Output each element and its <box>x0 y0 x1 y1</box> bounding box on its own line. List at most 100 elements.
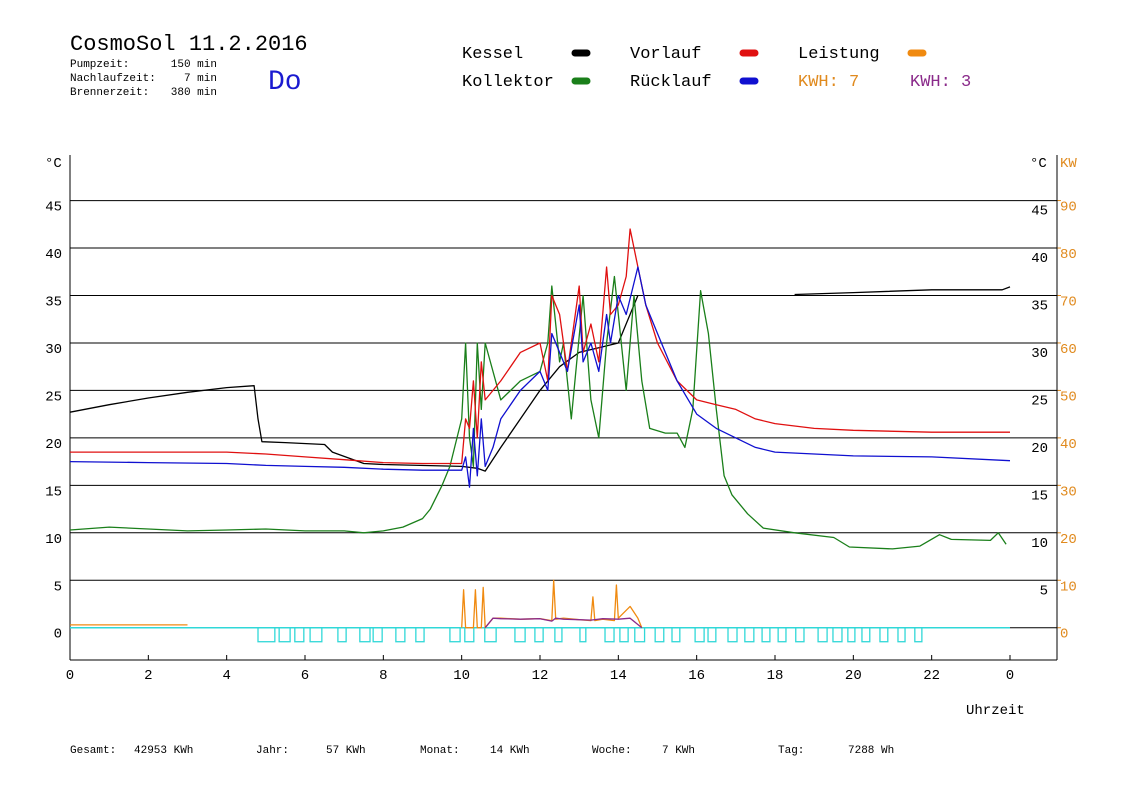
pump-interval <box>294 627 305 643</box>
x-tick-label: 0 <box>1006 668 1014 684</box>
pump-interval <box>484 627 497 643</box>
chart-title: CosmoSol 11.2.2016 <box>70 32 308 57</box>
pump-interval <box>914 627 923 643</box>
y-right-tick-label: 15 <box>1031 488 1048 504</box>
pump-interval <box>449 627 461 643</box>
y-right-tick-label: 5 <box>1040 583 1048 599</box>
pump-interval <box>257 627 276 643</box>
x-tick-label: 0 <box>66 668 74 684</box>
y-tick-label: 20 <box>45 437 62 453</box>
y2-tick-label: 0 <box>1060 627 1068 643</box>
legend-label: Leistung <box>798 45 880 64</box>
series-line <box>69 286 1011 472</box>
pump-interval <box>654 627 665 643</box>
y-right-tick-label: 25 <box>1031 393 1048 409</box>
footer-label: Woche: <box>592 745 632 757</box>
footer-value: 57 KWh <box>326 745 366 757</box>
pump-interval <box>604 627 615 643</box>
y2-tick-label: 90 <box>1060 200 1077 216</box>
y2-tick-label: 30 <box>1060 484 1077 500</box>
stat-label: Nachlaufzeit: <box>70 73 156 85</box>
y-label: °C <box>45 156 62 172</box>
pump-interval <box>514 627 526 643</box>
pump-interval <box>897 627 906 643</box>
pump-interval <box>879 627 889 643</box>
y2-tick-label: 60 <box>1060 342 1077 358</box>
pump-interval <box>395 627 406 643</box>
pump-interval <box>415 627 425 643</box>
y2-tick-label: 80 <box>1060 247 1077 263</box>
pump-interval <box>534 627 544 643</box>
y2-tick-label: 20 <box>1060 532 1077 548</box>
pump-interval <box>727 627 738 643</box>
pump-interval <box>309 627 323 643</box>
y2-tick-label: 50 <box>1060 389 1077 405</box>
x-tick-label: 20 <box>845 668 862 684</box>
y2-label: KW <box>1060 156 1077 172</box>
pump-interval <box>861 627 871 643</box>
y-tick-label: 35 <box>45 294 62 310</box>
footer-label: Jahr: <box>256 745 289 757</box>
x-tick-label: 6 <box>301 668 309 684</box>
pump-interval <box>817 627 828 643</box>
x-tick-label: 18 <box>767 668 784 684</box>
kwh-label: KWH: 7 <box>798 73 859 92</box>
kwh-label: KWH: 3 <box>910 73 971 92</box>
footer-label: Gesamt: <box>70 745 116 757</box>
y-tick-label: 5 <box>54 579 62 595</box>
y2-tick-label: 40 <box>1060 437 1077 453</box>
y-tick-label: 0 <box>54 627 62 643</box>
pump-interval <box>554 627 563 643</box>
y-tick-label: 10 <box>45 532 62 548</box>
legend-label: Kessel <box>462 45 523 64</box>
y-tick-label: 25 <box>45 389 62 405</box>
weekday: Do <box>268 67 302 98</box>
y-right-tick-label: 35 <box>1031 298 1048 314</box>
footer-label: Monat: <box>420 745 460 757</box>
pump-interval <box>744 627 755 643</box>
y-tick-label: 30 <box>45 342 62 358</box>
footer-value: 42953 KWh <box>134 745 193 757</box>
y-right-tick-label: 45 <box>1031 204 1048 220</box>
pump-interval <box>761 627 771 643</box>
pump-interval <box>579 627 587 643</box>
pump-interval <box>777 627 787 643</box>
x-tick-label: 12 <box>532 668 549 684</box>
pump-interval <box>619 627 629 643</box>
stat-value: 7 min <box>184 73 217 85</box>
y2-tick-label: 70 <box>1060 294 1077 310</box>
y2-tick-label: 10 <box>1060 579 1077 595</box>
x-tick-label: 10 <box>453 668 470 684</box>
series-line <box>69 266 1011 488</box>
series-line <box>69 275 1007 550</box>
y-right-tick-label: 10 <box>1031 536 1048 552</box>
x-label: Uhrzeit <box>966 703 1025 719</box>
legend-label: Kollektor <box>462 73 554 92</box>
x-tick-label: 4 <box>222 668 230 684</box>
pump-interval <box>671 627 681 643</box>
y-tick-label: 45 <box>45 200 62 216</box>
pump-interval <box>795 627 805 643</box>
x-tick-label: 2 <box>144 668 152 684</box>
x-tick-label: 8 <box>379 668 387 684</box>
pump-interval <box>707 627 717 643</box>
footer-value: 7288 Wh <box>848 745 894 757</box>
pump-interval <box>634 627 646 643</box>
x-tick-label: 22 <box>923 668 940 684</box>
y-right-tick-label: 30 <box>1031 346 1048 362</box>
legend-label: Vorlauf <box>630 45 701 64</box>
footer-label: Tag: <box>778 745 804 757</box>
x-tick-label: 16 <box>688 668 705 684</box>
pump-interval <box>337 627 347 643</box>
series-line <box>70 579 643 629</box>
pump-interval <box>832 627 843 643</box>
y-right-tick-label: 40 <box>1031 251 1048 267</box>
y-tick-label: 15 <box>45 484 62 500</box>
legend-label: Rücklauf <box>630 73 712 92</box>
stat-label: Brennerzeit: <box>70 87 149 99</box>
stat-value: 150 min <box>171 59 217 71</box>
y-right-tick-label: 20 <box>1031 441 1048 457</box>
pump-interval <box>278 627 291 643</box>
y-right-label: °C <box>1030 156 1047 172</box>
